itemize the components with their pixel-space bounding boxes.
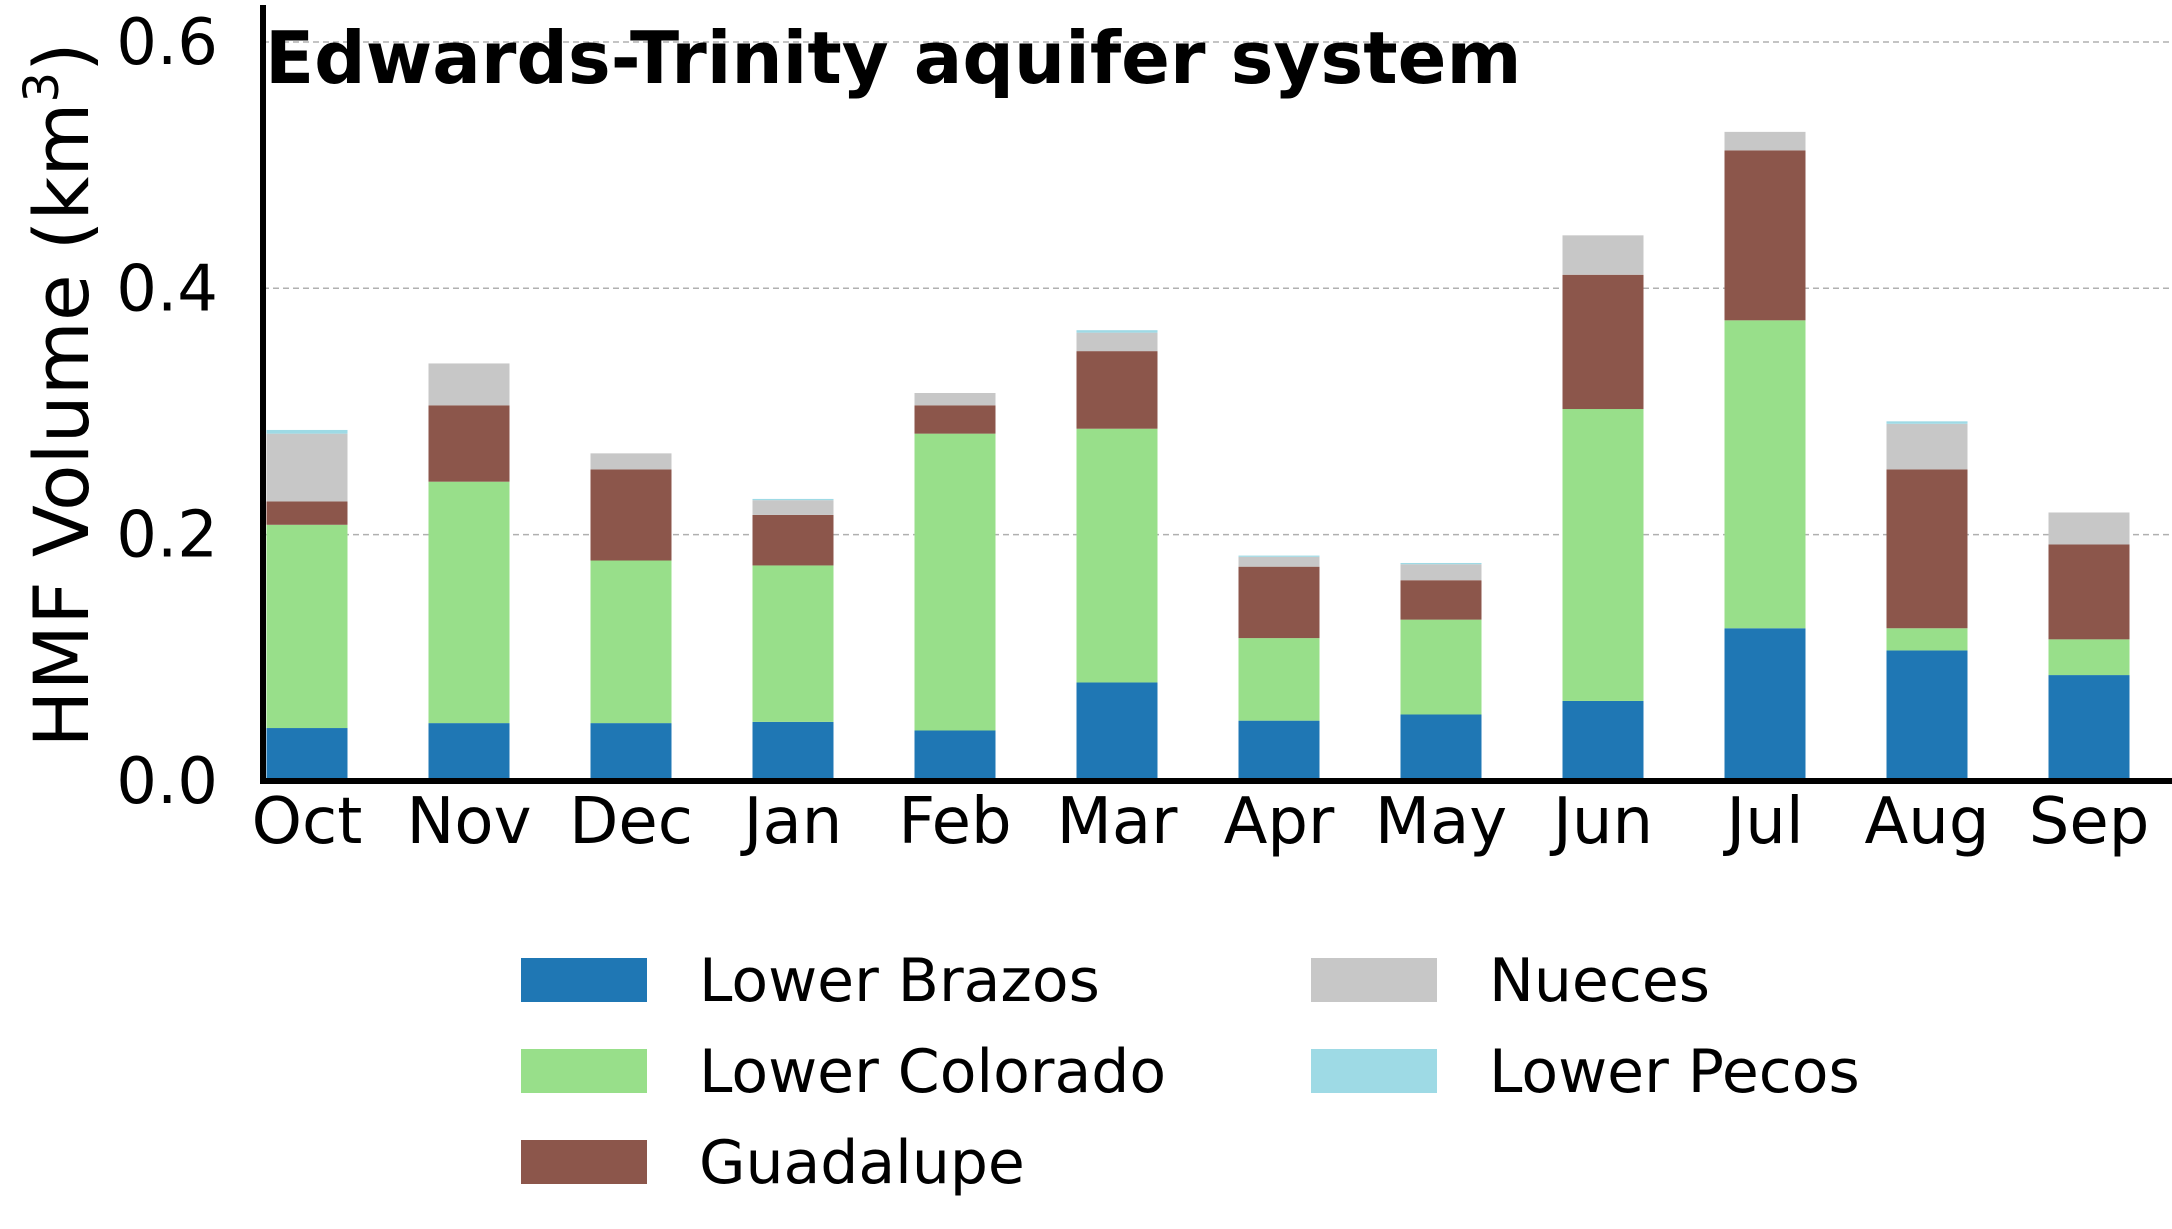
legend-swatch-nueces (1311, 958, 1437, 1002)
bar-oct-lower-brazos (266, 728, 348, 781)
bar-apr-lower-colorado (1238, 638, 1320, 721)
y-axis-title-close: ) (17, 42, 106, 72)
grid-lines (263, 41, 2172, 536)
bar-jun-lower-brazos (1562, 700, 1644, 781)
x-tick-label: Nov (407, 785, 532, 859)
bar-feb-lower-colorado (914, 433, 996, 731)
x-tick-label: Feb (898, 785, 1011, 859)
bar-aug-lower-pecos (1886, 421, 1968, 424)
chart-title: Edwards-Trinity aquifer system (265, 16, 1521, 100)
x-tick-label: Jan (740, 785, 843, 859)
bar-nov-lower-colorado (428, 481, 510, 724)
y-axis-title-sup: 3 (14, 72, 70, 103)
bar-feb-nueces (914, 393, 996, 406)
bar-mar-nueces (1076, 332, 1158, 352)
legend-label: Lower Brazos (699, 946, 1100, 1016)
bar-dec-guadalupe (590, 469, 672, 561)
bar-may-lower-colorado (1400, 619, 1482, 715)
bar-oct-lower-pecos (266, 429, 348, 434)
bar-apr-lower-brazos (1238, 720, 1320, 781)
bar-oct-guadalupe (266, 501, 348, 525)
x-tick-label: Dec (569, 785, 693, 859)
bars (266, 131, 2130, 781)
x-tick-label: May (1375, 785, 1507, 859)
bar-jan-lower-colorado (752, 565, 834, 722)
legend-swatch-guadalupe (521, 1140, 647, 1184)
bar-may-nueces (1400, 564, 1482, 581)
bar-nov-lower-brazos (428, 723, 510, 781)
y-axis-title-main: HMF Volume (km (17, 103, 106, 748)
bar-may-guadalupe (1400, 580, 1482, 620)
bar-dec-lower-brazos (590, 723, 672, 781)
x-tick-label: Sep (2029, 785, 2150, 859)
bar-jul-nueces (1724, 131, 1806, 151)
bar-dec-nueces (590, 453, 672, 470)
legend-label: Nueces (1489, 946, 1710, 1016)
x-tick-label: Aug (1865, 785, 1990, 859)
x-tick-labels: Oct Nov Dec Jan Feb Mar Apr May Jun Jul Aug Sep (252, 785, 2150, 859)
bar-apr-guadalupe (1238, 566, 1320, 639)
bar-aug-nueces (1886, 423, 1968, 470)
bar-jan-lower-pecos (752, 498, 834, 501)
x-tick-label: Jul (1722, 785, 1803, 859)
bar-mar-guadalupe (1076, 351, 1158, 429)
bar-dec-lower-colorado (590, 560, 672, 724)
bar-jan-guadalupe (752, 514, 834, 566)
bar-jun-lower-colorado (1562, 409, 1644, 701)
legend-label: Lower Pecos (1489, 1037, 1860, 1107)
y-tick-label: 0.0 (116, 745, 218, 819)
bar-mar-lower-colorado (1076, 428, 1158, 683)
bar-jun-nueces (1562, 235, 1644, 275)
legend-label: Guadalupe (699, 1128, 1025, 1198)
bar-jan-lower-brazos (752, 721, 834, 781)
bar-aug-lower-brazos (1886, 650, 1968, 781)
bar-apr-lower-pecos (1238, 555, 1320, 557)
bar-mar-lower-brazos (1076, 682, 1158, 781)
bar-jul-lower-brazos (1724, 628, 1806, 781)
axes (260, 5, 2172, 784)
bar-jul-guadalupe (1724, 150, 1806, 321)
legend-label: Lower Colorado (699, 1037, 1166, 1107)
y-tick-labels: 0.0 0.2 0.4 0.6 (116, 6, 218, 819)
bar-may-lower-pecos (1400, 562, 1482, 565)
bar-aug-guadalupe (1886, 469, 1968, 629)
bar-feb-guadalupe (914, 405, 996, 434)
x-tick-label: Jun (1549, 785, 1653, 859)
bar-jan-nueces (752, 500, 834, 515)
y-axis-title: HMF Volume (km3) (14, 42, 106, 747)
x-tick-label: Mar (1057, 785, 1178, 859)
bar-nov-guadalupe (428, 405, 510, 482)
bar-sep-guadalupe (2048, 544, 2130, 640)
bar-jul-lower-colorado (1724, 320, 1806, 629)
bar-apr-nueces (1238, 556, 1320, 567)
y-tick-label: 0.4 (116, 252, 218, 326)
bar-oct-nueces (266, 433, 348, 502)
bar-feb-lower-brazos (914, 730, 996, 781)
bar-nov-nueces (428, 363, 510, 406)
x-tick-label: Oct (252, 785, 363, 859)
bar-jun-guadalupe (1562, 274, 1644, 410)
bar-oct-lower-colorado (266, 524, 348, 729)
y-tick-label: 0.2 (116, 499, 218, 573)
legend-swatch-lower-colorado (521, 1049, 647, 1093)
legend-swatch-lower-brazos (521, 958, 647, 1002)
legend: Lower Brazos Lower Colorado Guadalupe Nuece… (521, 946, 1860, 1198)
x-tick-label: Apr (1224, 785, 1335, 859)
bar-sep-nueces (2048, 512, 2130, 545)
legend-swatch-lower-pecos (1311, 1049, 1437, 1093)
y-tick-label: 0.6 (116, 6, 218, 80)
bar-aug-lower-colorado (1886, 628, 1968, 651)
bar-may-lower-brazos (1400, 714, 1482, 781)
bar-sep-lower-colorado (2048, 639, 2130, 676)
bar-sep-lower-brazos (2048, 675, 2130, 781)
bar-mar-lower-pecos (1076, 330, 1158, 333)
